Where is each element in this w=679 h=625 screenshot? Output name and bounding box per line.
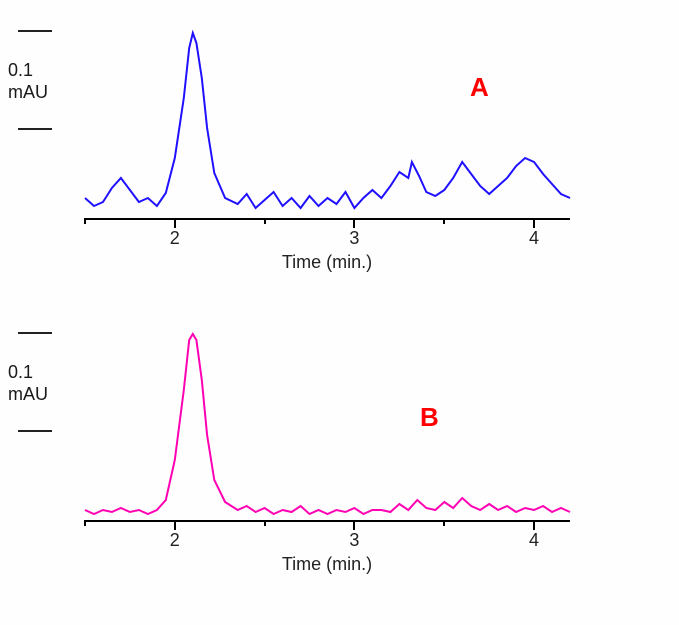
panel-a-y-unit-value: 0.1 bbox=[8, 60, 33, 80]
xaxis-minor-tick bbox=[264, 218, 266, 224]
xaxis-tick bbox=[533, 218, 535, 228]
xaxis-minor-tick bbox=[443, 218, 445, 224]
xaxis-tick-label: 3 bbox=[349, 530, 359, 551]
xaxis-tick-label: 4 bbox=[529, 530, 539, 551]
xaxis-tick-label: 2 bbox=[170, 228, 180, 249]
panel-a-y-unit: 0.1 mAU bbox=[8, 60, 48, 103]
panel-b-yref-upper bbox=[18, 332, 52, 334]
figure-canvas: 0.1 mAU A 234 Time (min.) 0.1 mAU B 234 … bbox=[0, 0, 679, 625]
xaxis-minor-tick bbox=[264, 520, 266, 526]
xaxis-tick bbox=[353, 520, 355, 530]
xaxis-tick-label: 4 bbox=[529, 228, 539, 249]
xaxis-tick-label: 3 bbox=[349, 228, 359, 249]
panel-a-plot bbox=[85, 18, 570, 218]
panel-a-yref-upper bbox=[18, 30, 52, 32]
xaxis-tick-label: 2 bbox=[170, 530, 180, 551]
xaxis-tick bbox=[533, 520, 535, 530]
panel-b-trace bbox=[85, 334, 570, 514]
panel-b-xaxis bbox=[85, 520, 570, 522]
panel-b-xaxis-title: Time (min.) bbox=[282, 554, 372, 575]
panel-b-y-unit-name: mAU bbox=[8, 384, 48, 404]
panel-b-y-unit: 0.1 mAU bbox=[8, 362, 48, 405]
xaxis-tick bbox=[353, 218, 355, 228]
panel-b-y-unit-value: 0.1 bbox=[8, 362, 33, 382]
panel-a-xaxis-title: Time (min.) bbox=[282, 252, 372, 273]
xaxis-minor-tick bbox=[84, 218, 86, 224]
xaxis-tick bbox=[174, 520, 176, 530]
panel-a-yref-lower bbox=[18, 128, 52, 130]
xaxis-minor-tick bbox=[443, 520, 445, 526]
xaxis-minor-tick bbox=[84, 520, 86, 526]
panel-a-xaxis bbox=[85, 218, 570, 220]
panel-b-plot bbox=[85, 320, 570, 520]
panel-b-yref-lower bbox=[18, 430, 52, 432]
panel-a-y-unit-name: mAU bbox=[8, 82, 48, 102]
xaxis-tick bbox=[174, 218, 176, 228]
panel-a-trace bbox=[85, 33, 570, 208]
